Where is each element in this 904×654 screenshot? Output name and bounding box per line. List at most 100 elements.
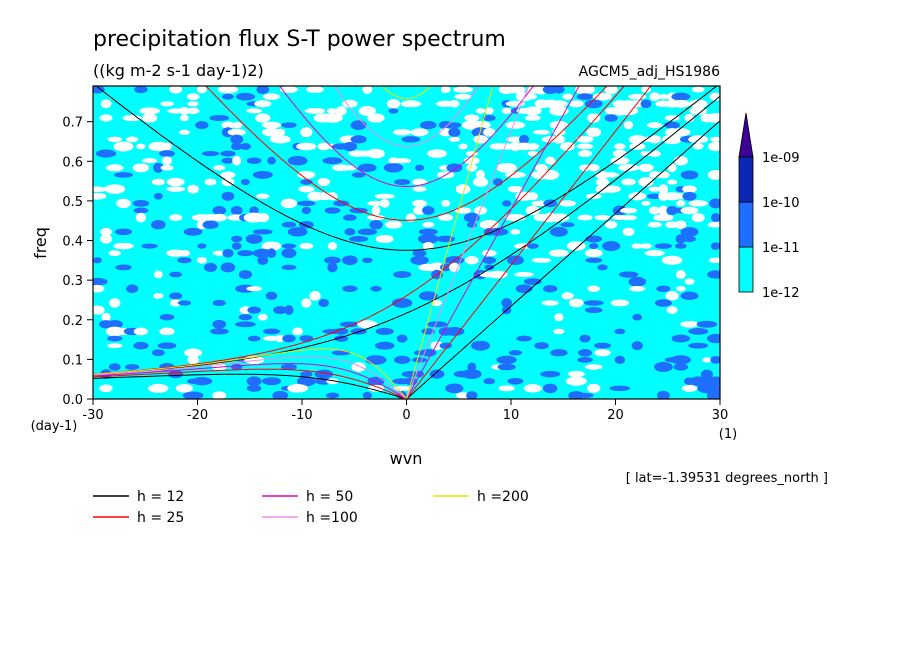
heatmap-cell [612, 149, 627, 158]
y-axis-ticks: 0.0 0.1 0.2 0.3 0.4 0.5 0.6 0.7 [62, 116, 93, 408]
heatmap-cell [604, 86, 618, 95]
heatmap-cell [254, 100, 272, 108]
heatmap-cell [212, 250, 226, 256]
heatmap-cell [186, 107, 200, 115]
heatmap-cell [333, 200, 350, 207]
heatmap-cell [371, 205, 381, 216]
heatmap-cell [673, 363, 689, 371]
heatmap-cell [217, 86, 239, 94]
heatmap-cell [466, 391, 478, 399]
heatmap-cell [684, 278, 695, 285]
heatmap-cell [153, 162, 164, 173]
heatmap-cell [665, 291, 679, 301]
heatmap-cell [710, 213, 720, 223]
heatmap-cell [593, 342, 611, 349]
heatmap-cell [680, 227, 699, 237]
heatmap-cell [640, 86, 652, 93]
heatmap-cell [658, 184, 669, 195]
heatmap-cell [597, 264, 608, 271]
heatmap-cell [471, 340, 491, 351]
heatmap-cell [212, 391, 227, 399]
heatmap-cell [526, 143, 540, 150]
heatmap-cell [393, 270, 412, 279]
heatmap-cell [654, 243, 673, 249]
heatmap-cell [386, 99, 401, 109]
heatmap-cell [365, 355, 387, 365]
chart-subtitle: ((kg m-2 s-1 day-1)2) [93, 61, 264, 80]
heatmap-cell [710, 242, 720, 250]
heatmap-cell [100, 227, 112, 236]
heatmap-cell [594, 349, 611, 357]
heatmap-cell [203, 262, 218, 272]
heatmap-cell [252, 229, 273, 235]
heatmap-cell [324, 207, 341, 214]
heatmap-cell [610, 299, 630, 307]
heatmap-cell [245, 234, 263, 244]
heatmap-cell [681, 384, 698, 392]
heatmap-cell [448, 127, 461, 137]
heatmap-cell [648, 186, 661, 192]
heatmap-cell [680, 170, 699, 180]
heatmap-cell [142, 113, 158, 123]
heatmap-cell [343, 165, 357, 171]
heatmap-cell [108, 250, 121, 257]
heatmap-cell [187, 101, 199, 107]
heatmap-cell [446, 163, 463, 173]
heatmap-cell [670, 355, 691, 365]
heatmap-cell [628, 134, 646, 144]
heatmap-cell [246, 286, 262, 292]
heatmap-cell [466, 164, 478, 172]
heatmap-cell [367, 215, 385, 221]
heatmap-cell [232, 155, 242, 166]
dispersion-curve-h100-0 [406, 86, 530, 399]
heatmap-cell [605, 220, 618, 229]
heatmap-cell [221, 191, 235, 201]
heatmap-cell [326, 108, 339, 114]
heatmap-cell [287, 227, 308, 237]
heatmap-cell [350, 120, 367, 130]
heatmap-cell [153, 270, 163, 279]
latitude-annotation: [ lat=-1.39531 degrees_north ] [626, 471, 828, 486]
heatmap-cell [709, 198, 720, 209]
heatmap-cell [552, 128, 566, 136]
heatmap-cell [675, 220, 687, 230]
heatmap-cell [640, 243, 652, 249]
heatmap-cell [136, 143, 146, 150]
heatmap-cell [159, 314, 175, 321]
x-tick-label: 10 [503, 408, 520, 423]
heatmap-cell [247, 335, 261, 342]
heatmap-cell [472, 177, 489, 187]
heatmap-cell [369, 219, 383, 230]
heatmap-cell [688, 328, 709, 335]
heatmap-cell [574, 86, 596, 95]
heatmap-cell [275, 334, 286, 343]
heatmap-cell [272, 390, 289, 399]
heatmap-cell [400, 100, 422, 108]
heatmap-cell [186, 93, 200, 101]
heatmap-cell [587, 285, 601, 292]
heatmap-cell [653, 362, 673, 372]
heatmap-cell [410, 255, 429, 265]
heatmap-cell [702, 357, 712, 363]
heatmap-cell [221, 157, 235, 164]
x-axis-ticks: -30 -20 -10 0 10 20 30 [82, 399, 728, 423]
heatmap-cell [230, 205, 243, 216]
heatmap-cell [298, 185, 315, 193]
heatmap-cell [335, 106, 347, 116]
chart-title: precipitation flux S-T power spectrum [93, 27, 506, 52]
heatmap-cell [614, 143, 626, 150]
heatmap-cell [620, 214, 637, 221]
heatmap-cell [262, 127, 282, 137]
heatmap-cell [201, 151, 220, 157]
y-tick-label: 0.3 [62, 274, 83, 289]
heatmap-cell [221, 121, 235, 129]
heatmap-cell [595, 177, 609, 187]
heatmap-cell [427, 149, 447, 158]
heatmap-cell [441, 199, 451, 207]
colorbar-segment [738, 246, 754, 293]
heatmap-cell [464, 114, 480, 122]
heatmap-cell [578, 348, 592, 357]
x-tick-label: -10 [291, 408, 312, 423]
heatmap-cell [492, 178, 503, 186]
heatmap-cell [449, 100, 460, 108]
